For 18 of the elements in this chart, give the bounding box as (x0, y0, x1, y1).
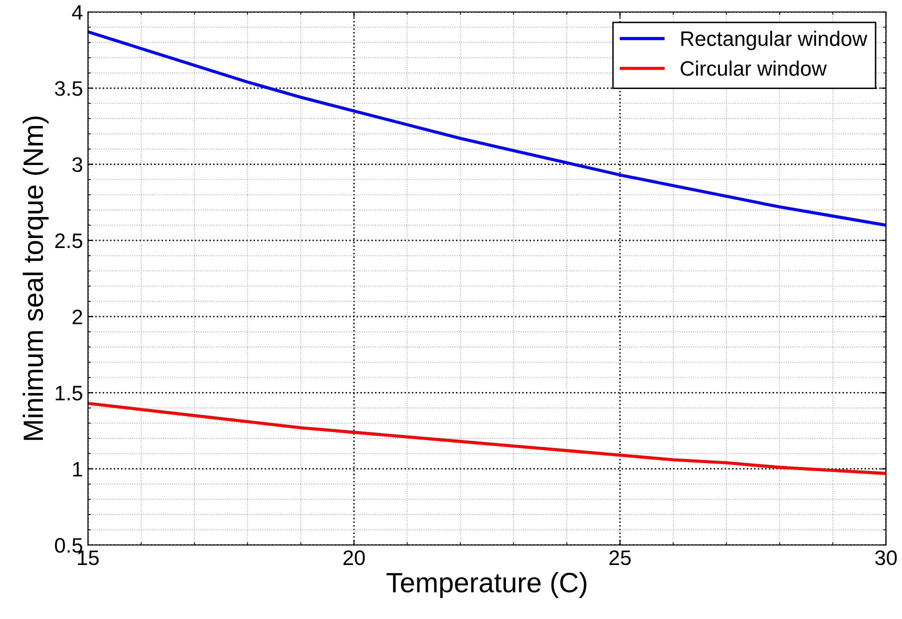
line-series (88, 402, 886, 475)
line-series (88, 30, 886, 227)
x-tick-label: 30 (875, 550, 897, 566)
y-axis-title: Minimum seal torque (Nm) (22, 116, 49, 440)
x-tick-label: 25 (609, 550, 631, 566)
y-tick-label: 3.5 (54, 81, 82, 96)
y-tick-label: 1.5 (56, 386, 82, 400)
legend-label: Rectangular window (681, 30, 868, 50)
legend-label: Circular window (680, 60, 827, 76)
x-tick-label: 20 (343, 550, 365, 566)
y-tick-label: 2.5 (55, 233, 82, 248)
y-tick-label: 0.5 (54, 538, 82, 553)
y-tick-label: 2 (72, 310, 82, 324)
y-tick-label: 1 (73, 462, 82, 476)
y-tick-label: 3 (72, 157, 82, 172)
x-tick-label: 15 (78, 550, 99, 566)
x-axis-title: Temperature (C) (386, 572, 586, 598)
y-tick-label: 4 (72, 5, 83, 20)
